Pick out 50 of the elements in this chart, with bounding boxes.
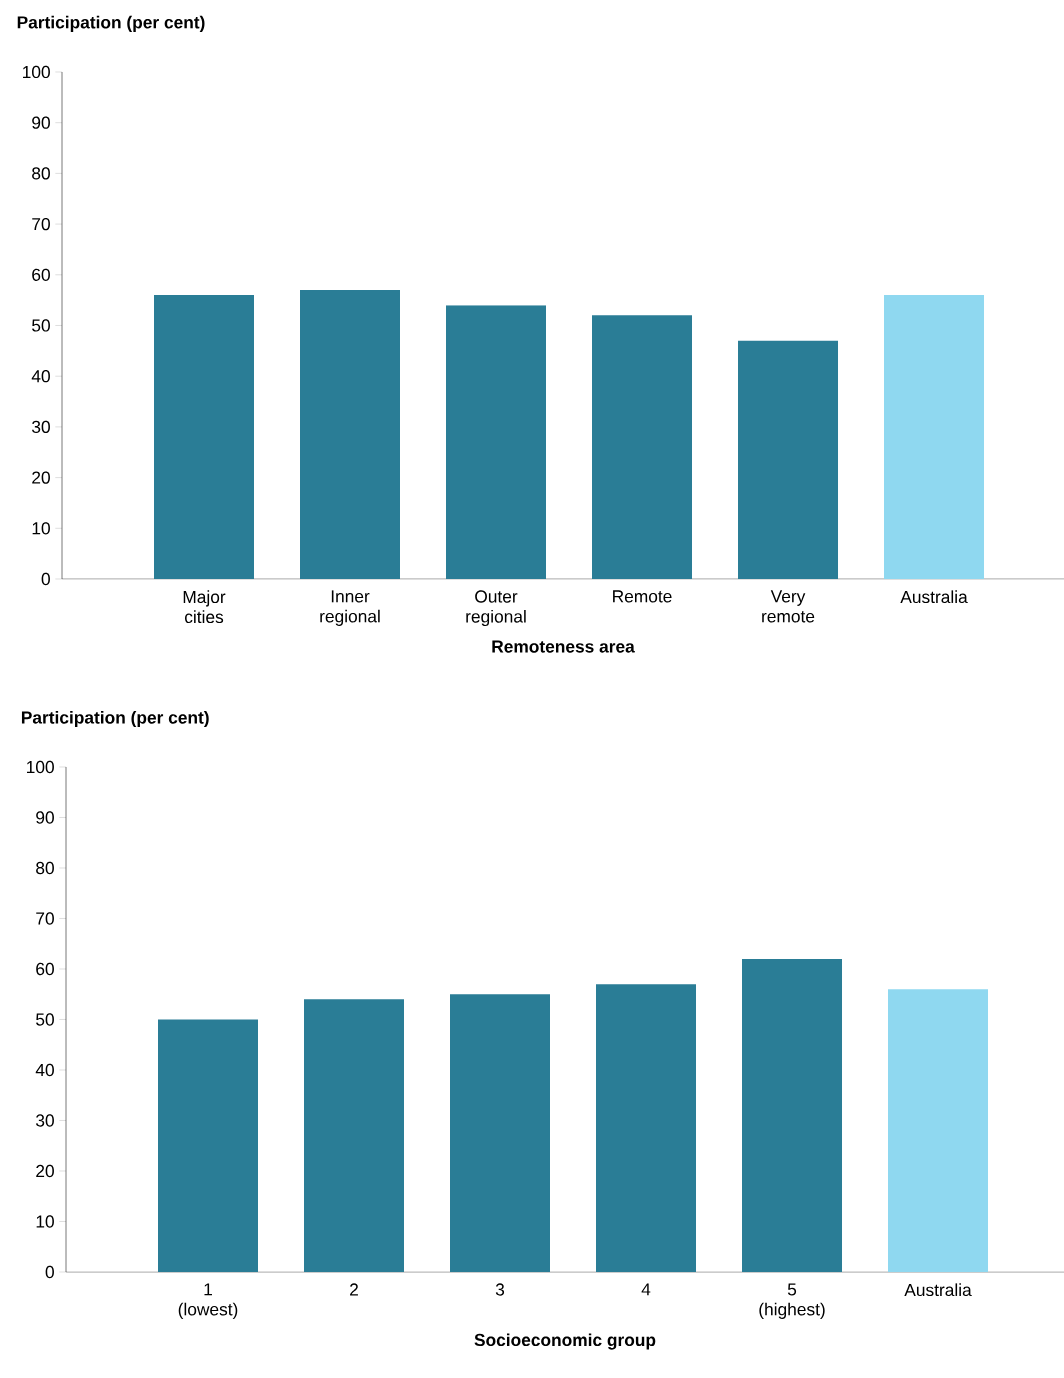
y-tick-label: 100 [27,760,54,774]
y-tick-label: 40 [35,1063,54,1077]
y-tick-label: 40 [31,370,50,383]
y-tick-label: 30 [32,420,50,434]
y-tick-label: 70 [36,912,54,925]
bar [888,989,989,1272]
y-tick-label: 0 [41,572,50,586]
y-tick-label: 90 [36,811,54,824]
bar [300,290,400,579]
y-axis-title: Participation (per cent) [17,15,205,32]
y-tick-label: 80 [32,167,50,180]
y-tick-label: 20 [32,471,50,484]
x-tick-label: Inner regional [320,590,380,626]
y-tick-label: 10 [32,522,50,535]
x-tick-label: 5 (highest) [759,1283,825,1319]
y-tick-label: 30 [36,1114,54,1127]
bar [596,984,697,1272]
bar [450,994,551,1272]
bar [158,1019,258,1272]
bar [154,295,254,579]
x-tick-label: Australia [904,1283,972,1297]
y-tick-label: 60 [36,962,54,976]
bar [738,340,839,579]
x-tick-label: Major cities [183,590,226,624]
bar [446,305,547,579]
bar [592,315,693,579]
x-tick-label: Australia [900,590,968,604]
y-tick-label: 80 [36,861,54,875]
y-tick-label: 90 [32,116,50,129]
x-tick-label: Outer regional [466,590,526,627]
x-tick-label: 3 [495,1283,505,1296]
y-tick-label: 20 [36,1164,54,1178]
bar [884,295,985,579]
x-axis-title: Remoteness area [492,640,635,653]
y-tick-label: 0 [45,1265,54,1279]
x-tick-label: Very remote [762,590,815,623]
y-tick-label: 70 [32,217,50,231]
y-tick-label: 50 [32,319,50,332]
y-axis-title: Participation (per cent) [21,710,209,728]
y-tick-label: 10 [36,1215,54,1228]
y-tick-label: 50 [36,1013,54,1026]
x-tick-label: 2 [350,1283,358,1296]
x-axis-title: Socioeconomic group [474,1333,656,1350]
bar [742,958,843,1272]
x-tick-label: 1 (lowest) [178,1283,238,1319]
y-tick-label: 100 [23,65,50,79]
bar [304,999,404,1272]
x-tick-label: 4 [641,1283,651,1296]
y-tick-label: 60 [32,268,50,281]
x-tick-label: Remote [613,590,672,603]
